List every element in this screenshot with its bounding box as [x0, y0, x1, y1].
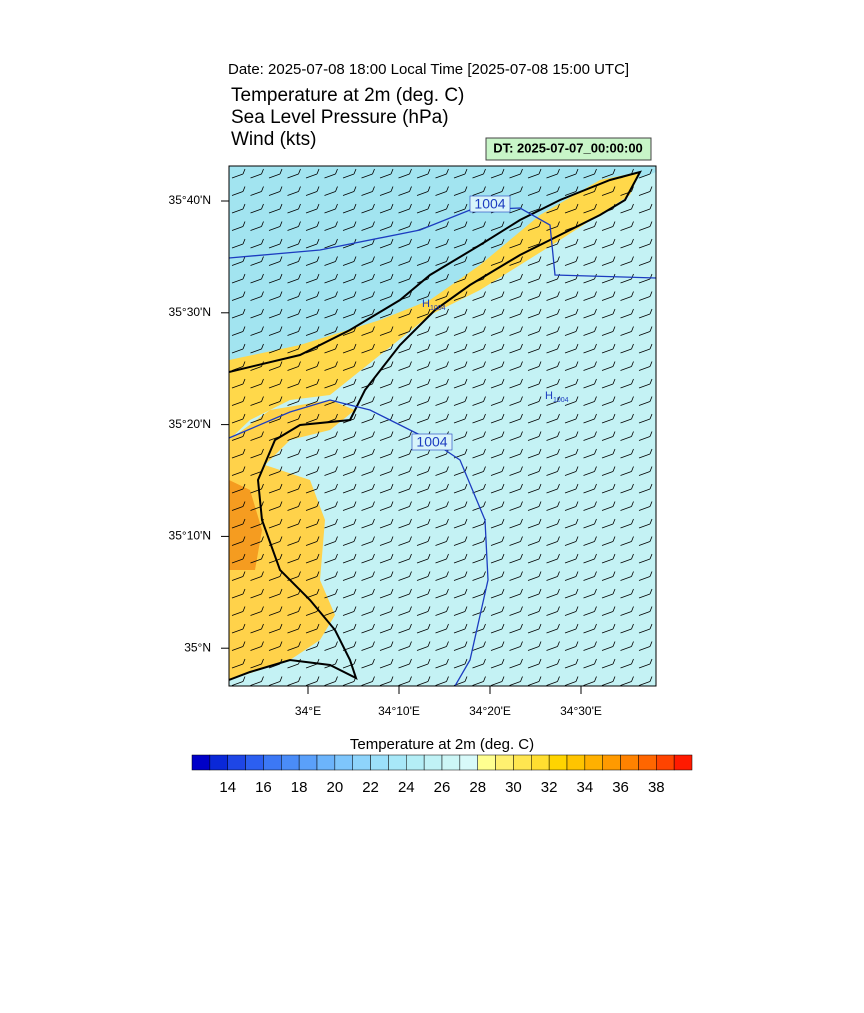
colorbar-box [334, 754, 353, 771]
lon-label: 34°20'E [469, 704, 511, 718]
colorbar-box [191, 754, 211, 771]
colorbar-box [495, 754, 514, 771]
coastline [229, 170, 642, 681]
colorbar-box [656, 754, 675, 771]
colorbar-box [352, 754, 371, 771]
high-value: 1004 [553, 397, 569, 404]
colorbar-box [370, 754, 389, 771]
contour-label-box [411, 433, 453, 451]
colorbar-label: 14 [219, 779, 236, 796]
colorbar-box [673, 754, 693, 771]
colorbar-box [388, 754, 407, 771]
colorbar-label: 18 [291, 779, 308, 796]
lat-label: 35°40'N [169, 193, 211, 207]
colorbar-box [531, 754, 550, 771]
lat-label: 35°20'N [169, 417, 211, 431]
contour-label-box [469, 195, 511, 213]
colorbar-label: 24 [398, 779, 415, 796]
lat-label: 35°N [184, 640, 211, 654]
colorbar-label: 26 [434, 779, 451, 796]
colorbar-label: 22 [362, 779, 379, 796]
colorbar-box [620, 754, 639, 771]
colorbar-label: 20 [327, 779, 344, 796]
map-area [229, 166, 656, 686]
high-marker: H1004 [422, 298, 446, 312]
wind-barbs [229, 166, 656, 686]
colorbar-box [316, 754, 336, 771]
high-marker: H1004 [545, 390, 569, 404]
colorbar-box [441, 754, 461, 771]
colorbar-box [513, 754, 532, 771]
contour-label: 1004 [416, 434, 447, 450]
colorbar-box [459, 754, 478, 771]
colorbar-box [423, 754, 443, 771]
lat-label: 35°30'N [169, 305, 211, 319]
colorbar-box [477, 754, 496, 771]
high-symbol: H [545, 390, 553, 402]
lon-label: 34°30'E [560, 704, 602, 718]
lon-axis: 34°E 34°10'E 34°20'E 34°30'E [295, 686, 602, 718]
map-frame [228, 165, 657, 687]
lat-label: 35°10'N [169, 529, 211, 543]
colorbar-label: 32 [541, 779, 558, 796]
colorbar-box [584, 754, 603, 771]
colorbar-label: 16 [255, 779, 272, 796]
colorbar-title: Temperature at 2m (deg. C) [350, 736, 534, 753]
field-title: Sea Level Pressure (hPa) [231, 107, 449, 128]
high-value: 1004 [430, 305, 446, 312]
colorbar: 14 16 18 20 22 24 26 28 30 32 34 36 38 [191, 754, 693, 796]
colorbar-box [227, 754, 246, 771]
lon-label: 34°10'E [378, 704, 420, 718]
colorbar-box [298, 754, 318, 771]
colorbar-box [638, 754, 657, 771]
colorbar-box [602, 754, 621, 771]
colorbar-label: 28 [469, 779, 486, 796]
field-title: Temperature at 2m (deg. C) [231, 85, 464, 106]
lon-label: 34°E [295, 704, 321, 718]
colorbar-label: 30 [505, 779, 522, 796]
colorbar-box [281, 754, 300, 771]
high-symbol: H [422, 298, 430, 310]
colorbar-box [263, 754, 282, 771]
field-title: Wind (kts) [231, 129, 317, 150]
contour-label: 1004 [474, 196, 505, 212]
date-line: Date: 2025-07-08 18:00 Local Time [2025-… [228, 61, 629, 78]
colorbar-box [548, 754, 568, 771]
lat-axis: 35°40'N 35°30'N 35°20'N 35°10'N 35°N [169, 193, 229, 654]
colorbar-box [566, 754, 586, 771]
colorbar-label: 34 [577, 779, 594, 796]
colorbar-box [209, 754, 228, 771]
colorbar-label: 38 [648, 779, 665, 796]
colorbar-box [406, 754, 425, 771]
dt-label: DT: 2025-07-07_00:00:00 [493, 140, 643, 155]
colorbar-box [245, 754, 264, 771]
colorbar-label: 36 [612, 779, 629, 796]
dt-box [485, 137, 652, 161]
